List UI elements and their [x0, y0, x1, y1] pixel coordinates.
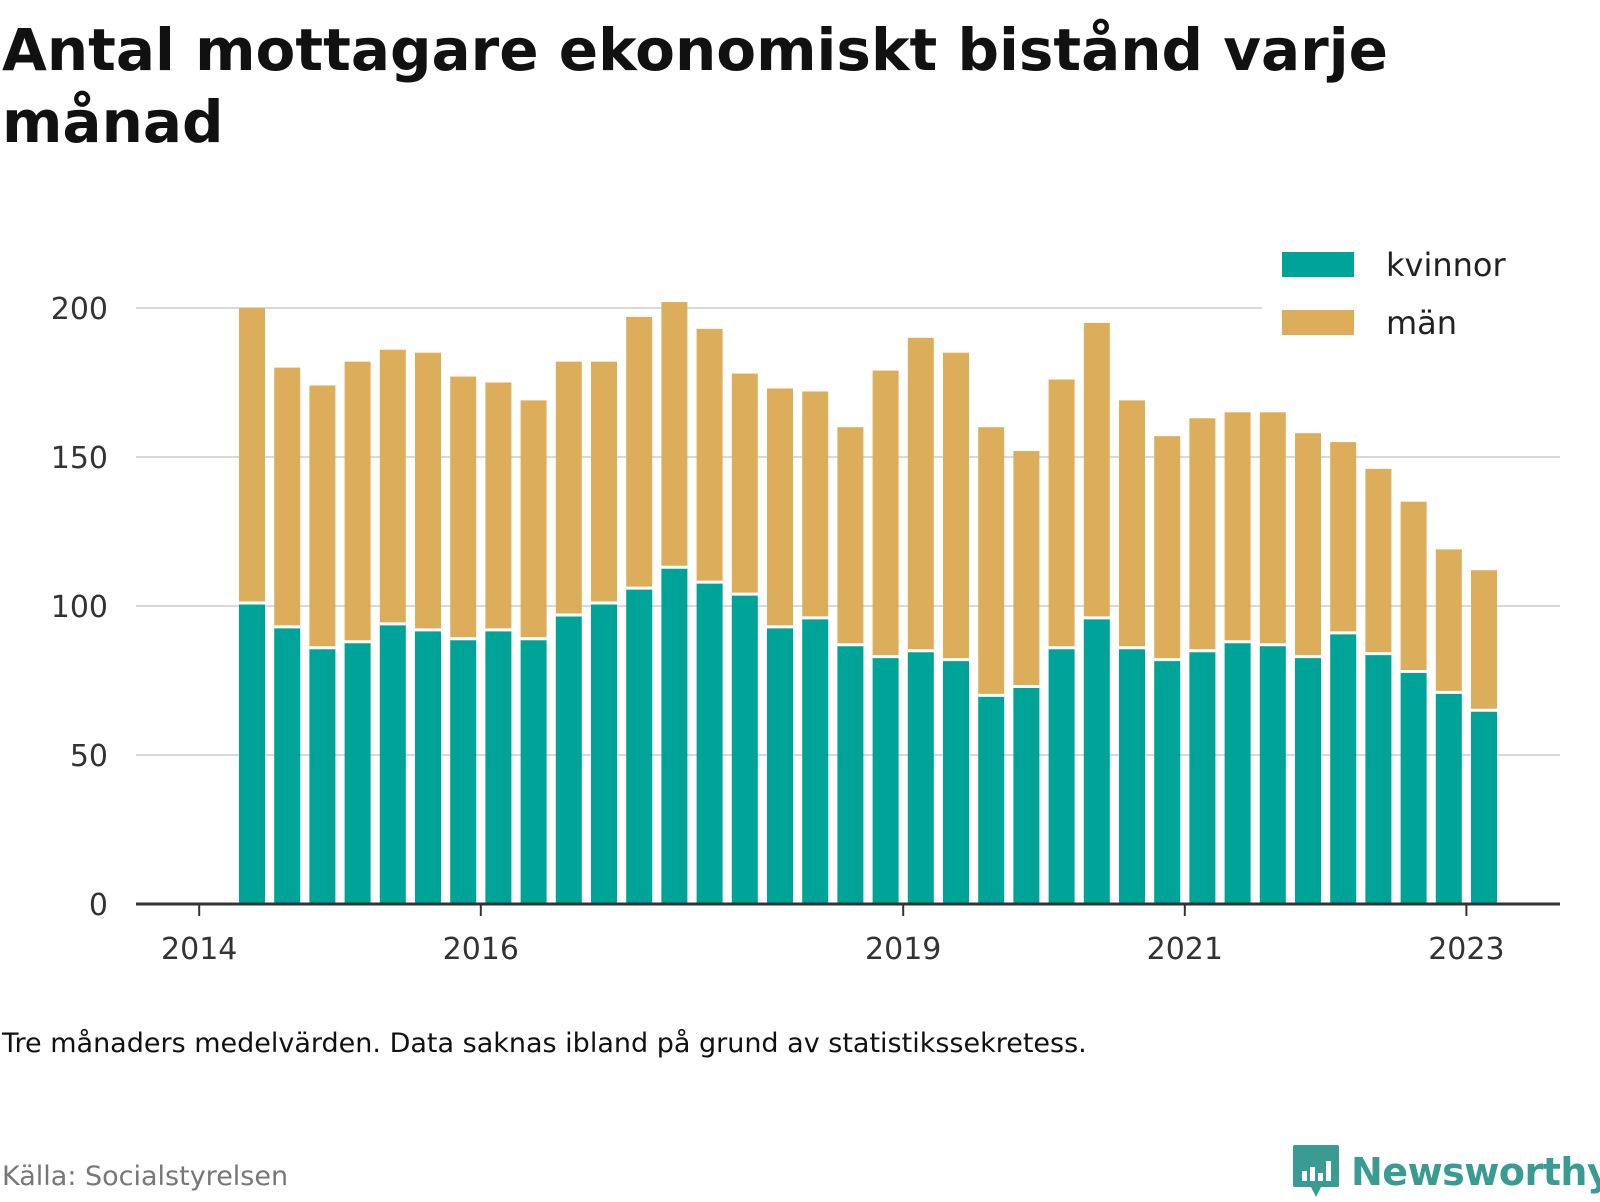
legend-swatch-1 — [1282, 310, 1354, 335]
bar-man — [239, 308, 265, 604]
bar-kvinnor — [1048, 647, 1075, 904]
bar-man — [661, 302, 688, 568]
bar-kvinnor — [1400, 671, 1427, 904]
bar-kvinnor — [555, 614, 582, 904]
y-tick-label: 150 — [51, 441, 108, 476]
bar-man — [907, 337, 934, 651]
brand-logo: Newsworthy — [1291, 1142, 1600, 1202]
bar-kvinnor — [415, 629, 441, 904]
legend-label-1: män — [1386, 304, 1457, 342]
bar-kvinnor — [1083, 617, 1110, 904]
bar-man — [274, 367, 301, 627]
bar-man — [1259, 412, 1286, 645]
bar-man — [1013, 451, 1040, 687]
chart-title: Antal mottagare ekonomiskt bistånd varje… — [2, 16, 1388, 156]
bar-kvinnor — [1435, 692, 1462, 904]
bar-kvinnor — [1013, 686, 1040, 904]
y-tick-label: 50 — [70, 739, 108, 774]
legend-swatch-0 — [1282, 252, 1354, 277]
bar-man — [767, 388, 793, 627]
axes: 0 50 100 150 200 2014 2016 2019 2021 2023 — [51, 292, 1560, 967]
bar-man — [344, 361, 371, 642]
bar-kvinnor — [837, 644, 864, 904]
bar-man — [731, 373, 758, 595]
bar-man — [591, 361, 617, 604]
x-tick-label: 2016 — [443, 932, 519, 967]
bar-kvinnor — [1471, 710, 1497, 904]
bar-kvinnor — [591, 603, 617, 904]
bar-man — [1365, 468, 1392, 654]
bar-man — [1189, 418, 1216, 651]
bar-man — [1330, 442, 1357, 633]
y-tick-label: 200 — [51, 292, 108, 327]
bar-man — [696, 328, 723, 583]
bar-chart-bubble-icon — [1293, 1145, 1339, 1197]
bar-kvinnor — [485, 629, 512, 904]
brand-name: Newsworthy — [1351, 1150, 1600, 1194]
x-tick-label: 2023 — [1428, 932, 1504, 967]
bar-man — [1119, 400, 1145, 648]
bar-kvinnor — [1295, 656, 1321, 904]
bar-man — [379, 349, 406, 624]
bar-man — [1048, 379, 1075, 648]
bar-kvinnor — [943, 659, 969, 904]
bar-kvinnor — [1365, 653, 1392, 904]
bar-man — [978, 427, 1005, 696]
bar-man — [1224, 412, 1251, 642]
x-tick-label: 2021 — [1147, 932, 1223, 967]
bar-kvinnor — [344, 641, 371, 904]
bar-kvinnor — [450, 638, 477, 904]
bar-kvinnor — [1259, 644, 1286, 904]
y-tick-label: 100 — [51, 590, 108, 625]
x-tick-label: 2014 — [161, 932, 237, 967]
bar-kvinnor — [1330, 632, 1357, 904]
bar-kvinnor — [239, 603, 265, 904]
bar-man — [626, 316, 653, 589]
bar-man — [872, 370, 899, 657]
bar-kvinnor — [1224, 641, 1251, 904]
bar-man — [802, 391, 829, 618]
bar-man — [520, 400, 547, 639]
bar-kvinnor — [520, 638, 547, 904]
legend: kvinnor män — [1262, 238, 1562, 356]
source-label: Källa: Socialstyrelsen — [2, 1161, 289, 1192]
bar-kvinnor — [1119, 647, 1145, 904]
bar-kvinnor — [379, 623, 406, 904]
bar-man — [837, 427, 864, 645]
bar-man — [1154, 436, 1181, 660]
bar-kvinnor — [309, 647, 336, 904]
bar-kvinnor — [274, 626, 301, 904]
bar-kvinnor — [661, 567, 688, 904]
bar-man — [1295, 433, 1321, 657]
bar-man — [1435, 549, 1462, 693]
bar-man — [555, 361, 582, 615]
bar-kvinnor — [978, 695, 1005, 904]
bar-kvinnor — [1189, 650, 1216, 904]
bar-kvinnor — [1154, 659, 1181, 904]
bar-kvinnor — [767, 626, 793, 904]
bar-man — [485, 382, 512, 630]
bar-man — [1083, 322, 1110, 618]
bars — [239, 302, 1497, 904]
bar-kvinnor — [802, 617, 829, 904]
bar-kvinnor — [626, 588, 653, 904]
bar-kvinnor — [731, 594, 758, 904]
x-tick-label: 2019 — [865, 932, 941, 967]
bar-kvinnor — [872, 656, 899, 904]
bar-kvinnor — [696, 582, 723, 904]
bar-man — [1471, 570, 1497, 711]
bar-kvinnor — [907, 650, 934, 904]
bar-man — [943, 352, 969, 660]
legend-label-0: kvinnor — [1386, 246, 1507, 284]
chart-note: Tre månaders medelvärden. Data saknas ib… — [2, 1028, 1087, 1059]
bar-man — [415, 352, 441, 630]
bar-man — [309, 385, 336, 648]
bar-man — [450, 376, 477, 639]
bar-man — [1400, 501, 1427, 672]
y-tick-label: 0 — [89, 888, 108, 923]
